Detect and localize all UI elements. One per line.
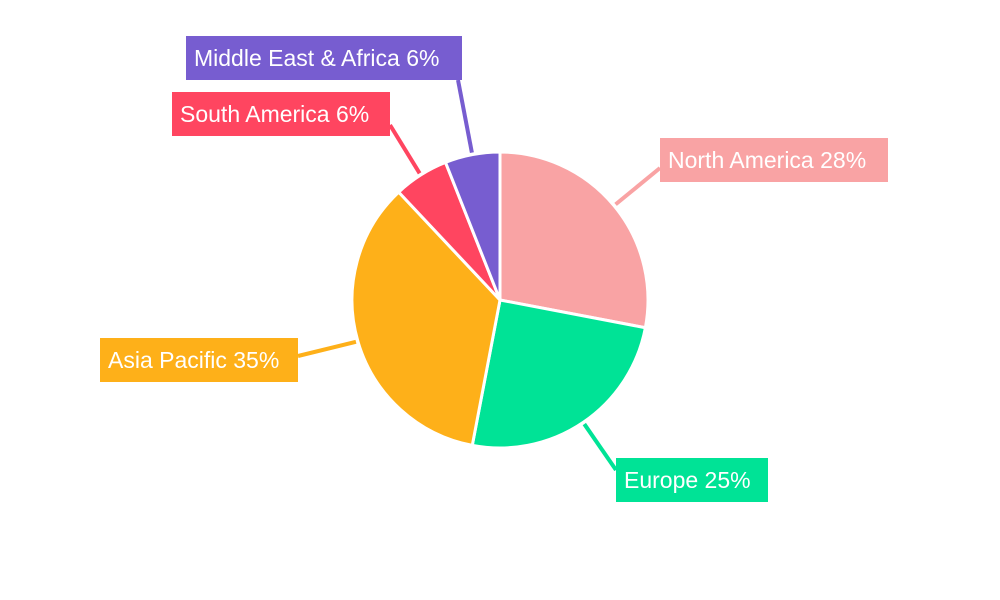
label-middle-east-africa: Middle East & Africa 6% [186, 36, 462, 80]
label-asia-pacific: Asia Pacific 35% [100, 338, 298, 382]
leader-line-middle-east-africa [456, 79, 474, 154]
label-europe: Europe 25% [616, 458, 768, 502]
leader-line-europe [582, 422, 618, 472]
label-north-america: North America 28% [660, 138, 888, 182]
leader-line-south-america [388, 123, 422, 175]
pie-slice-middle-east-africa[interactable] [443, 150, 502, 301]
pie-slice-north-america[interactable] [498, 150, 650, 330]
leader-line-north-america [614, 166, 662, 206]
leader-line-asia-pacific [297, 339, 357, 358]
pie-slice-asia-pacific[interactable] [350, 189, 502, 448]
pie-slice-europe[interactable] [470, 298, 648, 450]
label-south-america: South America 6% [172, 92, 390, 136]
